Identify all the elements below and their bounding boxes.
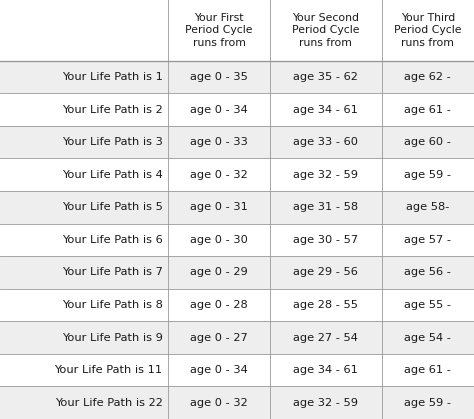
Text: Your Second
Period Cycle
runs from: Your Second Period Cycle runs from — [292, 13, 360, 48]
Text: age 34 - 61: age 34 - 61 — [293, 105, 358, 115]
Text: age 33 - 60: age 33 - 60 — [293, 137, 358, 147]
Bar — [0, 93, 474, 126]
Text: age 28 - 55: age 28 - 55 — [293, 300, 358, 310]
Text: Your Life Path is 9: Your Life Path is 9 — [62, 333, 163, 343]
Text: age 0 - 30: age 0 - 30 — [190, 235, 248, 245]
Text: Your Life Path is 4: Your Life Path is 4 — [62, 170, 163, 180]
Text: age 0 - 27: age 0 - 27 — [191, 333, 248, 343]
Text: Your Life Path is 5: Your Life Path is 5 — [62, 202, 163, 212]
Text: Your First
Period Cycle
runs from: Your First Period Cycle runs from — [185, 13, 253, 48]
Text: age 31 - 58: age 31 - 58 — [293, 202, 358, 212]
Text: age 0 - 29: age 0 - 29 — [191, 267, 248, 277]
Bar — [0, 386, 474, 419]
Text: age 57 -: age 57 - — [404, 235, 451, 245]
Text: age 0 - 34: age 0 - 34 — [191, 365, 248, 375]
Bar — [0, 191, 474, 224]
Bar — [0, 224, 474, 256]
Text: Your Life Path is 3: Your Life Path is 3 — [62, 137, 163, 147]
Text: age 34 - 61: age 34 - 61 — [293, 365, 358, 375]
Text: age 0 - 31: age 0 - 31 — [190, 202, 248, 212]
Text: age 55 -: age 55 - — [404, 300, 451, 310]
Bar — [0, 126, 474, 158]
Text: age 32 - 59: age 32 - 59 — [293, 170, 358, 180]
Bar — [0, 354, 474, 386]
Text: age 61 -: age 61 - — [404, 365, 451, 375]
Bar — [0, 0, 474, 61]
Text: Your Life Path is 6: Your Life Path is 6 — [62, 235, 163, 245]
Text: age 0 - 28: age 0 - 28 — [191, 300, 248, 310]
Text: age 60 -: age 60 - — [404, 137, 451, 147]
Text: age 0 - 32: age 0 - 32 — [191, 170, 248, 180]
Text: age 35 - 62: age 35 - 62 — [293, 72, 358, 82]
Text: age 30 - 57: age 30 - 57 — [293, 235, 358, 245]
Text: Your Third
Period Cycle
runs from: Your Third Period Cycle runs from — [394, 13, 462, 48]
Bar — [0, 321, 474, 354]
Text: age 0 - 34: age 0 - 34 — [191, 105, 248, 115]
Text: Your Life Path is 22: Your Life Path is 22 — [55, 398, 163, 408]
Text: age 59 -: age 59 - — [404, 398, 451, 408]
Bar — [0, 61, 474, 93]
Text: age 0 - 32: age 0 - 32 — [191, 398, 248, 408]
Text: Your Life Path is 7: Your Life Path is 7 — [62, 267, 163, 277]
Bar — [0, 289, 474, 321]
Text: age 32 - 59: age 32 - 59 — [293, 398, 358, 408]
Text: age 62 -: age 62 - — [404, 72, 451, 82]
Text: age 27 - 54: age 27 - 54 — [293, 333, 358, 343]
Text: age 58-: age 58- — [406, 202, 449, 212]
Text: Your Life Path is 8: Your Life Path is 8 — [62, 300, 163, 310]
Text: age 56 -: age 56 - — [404, 267, 451, 277]
Text: Your Life Path is 2: Your Life Path is 2 — [62, 105, 163, 115]
Text: age 54 -: age 54 - — [404, 333, 451, 343]
Text: age 29 - 56: age 29 - 56 — [293, 267, 358, 277]
Text: age 59 -: age 59 - — [404, 170, 451, 180]
Bar — [0, 256, 474, 289]
Text: Your Life Path is 11: Your Life Path is 11 — [55, 365, 163, 375]
Text: age 0 - 33: age 0 - 33 — [190, 137, 248, 147]
Text: age 0 - 35: age 0 - 35 — [190, 72, 248, 82]
Bar — [0, 158, 474, 191]
Text: Your Life Path is 1: Your Life Path is 1 — [62, 72, 163, 82]
Text: age 61 -: age 61 - — [404, 105, 451, 115]
